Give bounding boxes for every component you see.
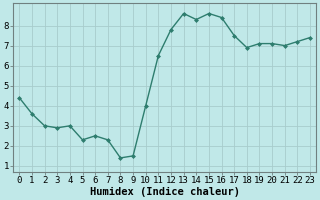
- X-axis label: Humidex (Indice chaleur): Humidex (Indice chaleur): [90, 186, 240, 197]
